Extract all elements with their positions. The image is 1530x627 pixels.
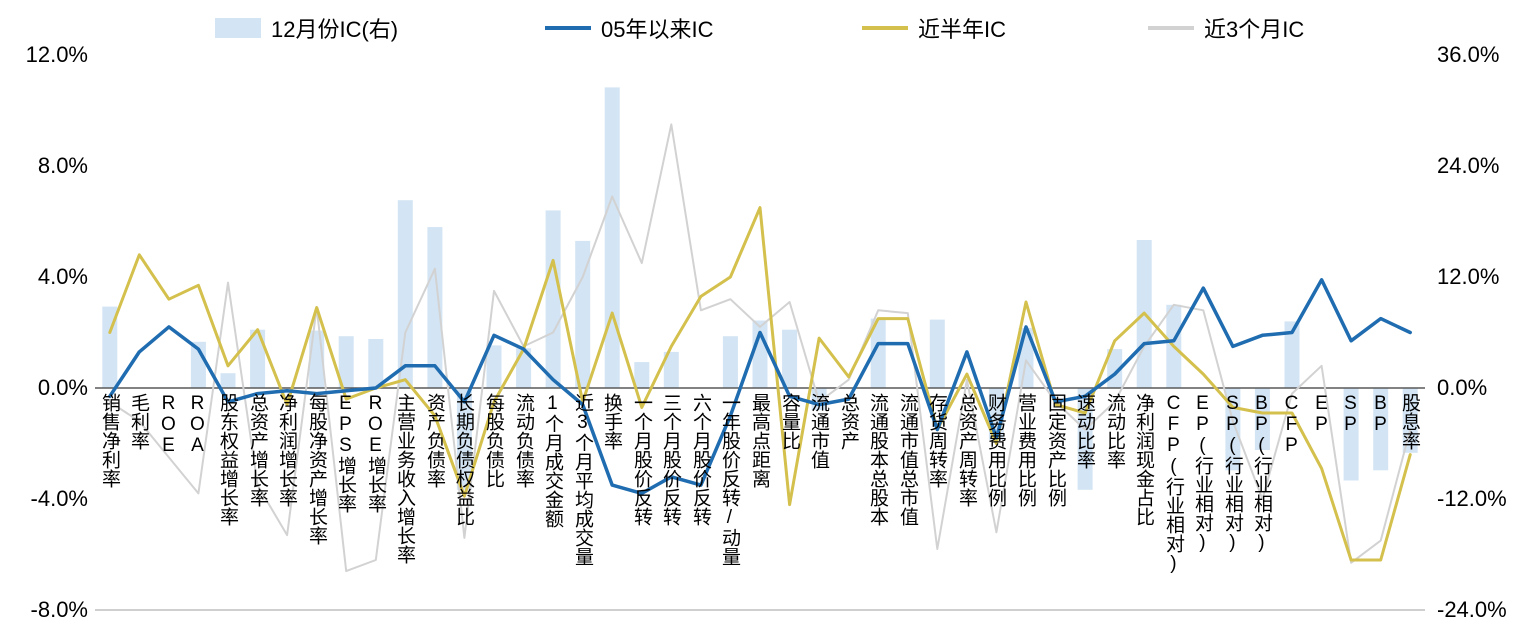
bar-december-ic: [870, 318, 886, 388]
category-label: 营业费用比例: [1014, 393, 1036, 507]
line-since-2005-ic: [108, 278, 1412, 496]
legend-item-half-year-ic: 近半年IC: [862, 14, 1006, 42]
bar-december-ic: [545, 210, 561, 388]
category-label: 主营业务收入增长率: [393, 393, 415, 564]
bar-december-ic: [456, 388, 472, 490]
axis-tick-label: 8.0%: [37, 153, 88, 178]
bar-december-ic: [929, 319, 945, 388]
category-label: BP(行业相对): [1250, 393, 1272, 553]
category-label: CFP(行业相对): [1162, 393, 1184, 574]
category-label: 总资产周转率: [955, 393, 977, 507]
legend-label: 近半年IC: [918, 17, 1007, 42]
category-label: 总资产增长率: [246, 393, 268, 507]
category-label: 每股负债比: [482, 393, 504, 488]
bar-december-ic: [1402, 388, 1418, 453]
category-label: 三个月股价反转: [659, 393, 681, 526]
category-label: 每股净资产增长率: [305, 393, 327, 545]
line-series-swatch: [1148, 26, 1194, 30]
legend-item-december-ic: 12月份IC(右): [215, 14, 398, 42]
axis-tick-label: 12.0%: [25, 42, 88, 67]
bar-december-ic: [575, 240, 591, 388]
category-label: 股东权益增长率: [216, 393, 238, 526]
category-label: EP: [1310, 393, 1332, 435]
category-label: 流动负债率: [512, 393, 534, 488]
category-label: 1个月成交金额: [541, 393, 563, 528]
category-label: CFP: [1280, 393, 1302, 456]
category-label: 存货周转率: [925, 393, 947, 488]
bar-december-ic: [368, 339, 384, 388]
category-label: EP(行业相对): [1191, 393, 1213, 553]
bar-december-ic: [604, 87, 620, 389]
category-label: 净利润增长率: [275, 393, 297, 507]
category-label: 速动比率: [1073, 393, 1095, 469]
bar-december-ic: [722, 336, 738, 388]
legend-label: 12月份IC(右): [271, 17, 399, 42]
legend-label: 近3个月IC: [1204, 17, 1305, 42]
bar-december-ic: [220, 373, 236, 388]
legend-item-since-2005-ic: 05年以来IC: [545, 14, 713, 42]
bar-december-ic: [486, 345, 502, 388]
bar-december-ic: [102, 306, 118, 388]
category-label: 最高点距离: [748, 393, 770, 488]
category-label: 总资产: [837, 393, 859, 450]
axis-tick-label: 0.0%: [1437, 375, 1488, 400]
category-label: 毛利率: [127, 393, 149, 450]
axis-tick-label: -4.0%: [30, 486, 88, 511]
axis-tick-label: 12.0%: [1437, 264, 1500, 289]
category-label: 财务费用比例: [984, 393, 1006, 507]
category-label: SP(行业相对): [1221, 393, 1243, 553]
axis-tick-label: 0.0%: [37, 375, 88, 400]
category-label: 容量比: [778, 393, 800, 450]
bar-december-ic: [427, 227, 443, 388]
category-label: ROA: [186, 393, 208, 456]
category-label: ROE: [157, 393, 179, 456]
line-half-year-ic: [108, 206, 1412, 562]
category-label: 一个月股价反转: [630, 393, 652, 526]
line-series-swatch: [862, 26, 908, 30]
bar-december-ic: [634, 362, 650, 388]
category-label: 流通股本总股本: [866, 393, 888, 526]
legend-label: 05年以来IC: [601, 17, 714, 42]
axis-tick-label: 36.0%: [1437, 42, 1500, 67]
category-label: ROE增长率: [364, 393, 386, 513]
bar-december-ic: [1373, 388, 1389, 471]
category-label: EPS增长率: [334, 393, 356, 513]
category-label: 一年股价反转/动量: [718, 393, 740, 566]
bar-december-ic: [250, 329, 266, 388]
bar-december-ic: [782, 329, 798, 388]
bar-december-ic: [1343, 388, 1359, 481]
category-label: 资产负债率: [423, 393, 445, 488]
bar-december-ic: [397, 200, 413, 388]
bar-december-ic: [752, 320, 768, 388]
bar-december-ic: [663, 351, 679, 388]
axis-tick-label: 24.0%: [1437, 153, 1500, 178]
line-series-swatch: [545, 26, 591, 30]
category-label: 销售净利率: [98, 393, 120, 488]
category-label: SP: [1339, 393, 1361, 435]
category-label: BP: [1369, 393, 1391, 435]
category-label: 流通市值: [807, 393, 829, 469]
bar-series-swatch: [215, 18, 261, 38]
category-label: 流通市值总市值: [896, 393, 918, 526]
category-label: 换手率: [600, 393, 622, 450]
axis-tick-label: -8.0%: [30, 597, 88, 622]
bar-december-ic: [338, 336, 354, 388]
bar-december-ic: [1254, 388, 1270, 450]
axis-tick-label: 4.0%: [37, 264, 88, 289]
category-label: 长期负债权益比: [452, 393, 474, 526]
axis-tick-label: -24.0%: [1437, 597, 1507, 622]
category-label: 股息率: [1398, 393, 1420, 450]
category-label: 固定资产比例: [1044, 393, 1066, 507]
category-label: 近3个月平均成交量: [571, 393, 593, 566]
category-label: 流动比率: [1103, 393, 1125, 469]
category-label: 六个月股价反转: [689, 393, 711, 526]
legend-item-3-month-ic: 近3个月IC: [1148, 14, 1304, 42]
category-label: 净利润现金占比: [1132, 393, 1154, 526]
axis-tick-label: -12.0%: [1437, 486, 1507, 511]
bar-december-ic: [1284, 321, 1300, 388]
